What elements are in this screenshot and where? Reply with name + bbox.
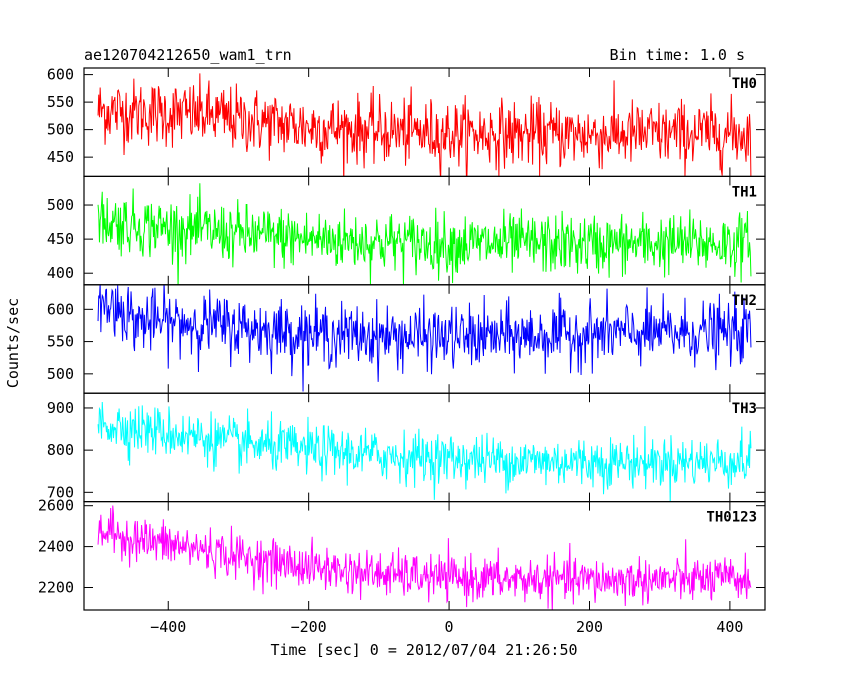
x-tick-label: −400 [150, 618, 186, 636]
x-tick-label: −200 [291, 618, 327, 636]
series-line-th1 [97, 183, 752, 285]
panel-label: TH3 [732, 401, 757, 417]
panel-th0: 450 500 550 600 TH0 [47, 66, 766, 178]
y-tick-label: 550 [47, 333, 74, 351]
series-line-th0123 [97, 505, 752, 611]
series-line-th0 [97, 73, 752, 177]
y-axis-label: Counts/sec [4, 298, 22, 388]
y-tick-label: 700 [47, 483, 74, 501]
series-line-th3 [97, 401, 752, 502]
y-tick-label: 500 [47, 365, 74, 383]
y-tick-label: 500 [47, 121, 74, 139]
y-tick-label: 800 [47, 441, 74, 459]
panel-frame [83, 501, 766, 611]
chart-title: ae120704212650_wam1_trn [84, 46, 292, 64]
y-tick-label: 600 [47, 300, 74, 318]
panel-label: TH2 [732, 293, 757, 309]
panel-label: TH0123 [706, 510, 757, 526]
panel-label: TH0 [732, 76, 757, 92]
y-tick-label: 2200 [38, 579, 74, 597]
y-tick-label: 500 [47, 196, 74, 214]
x-tick-label: 200 [576, 618, 603, 636]
y-tick-label: 600 [47, 66, 74, 84]
panel-frame [83, 392, 766, 503]
y-tick-label: 2400 [38, 538, 74, 556]
panel-th3: 700 800 900 TH3 [47, 392, 766, 503]
panel-th0123: 2200 2400 2600 TH0123 [38, 497, 766, 611]
y-tick-label: 900 [47, 399, 74, 417]
y-tick-label: 400 [47, 264, 74, 282]
series-line-th2 [97, 284, 752, 392]
x-tick-label: 400 [716, 618, 743, 636]
y-tick-label: 2600 [38, 497, 74, 515]
panel-label: TH1 [732, 184, 757, 200]
bin-time-label: Bin time: 1.0 s [610, 46, 745, 64]
x-axis-label: Time [sec] 0 = 2012/07/04 21:26:50 [270, 641, 577, 659]
y-tick-label: 450 [47, 148, 74, 166]
panel-th2: 500 550 600 TH2 [47, 284, 766, 394]
y-tick-label: 550 [47, 93, 74, 111]
x-tick-label: 0 [445, 618, 454, 636]
panel-th1: 400 450 500 TH1 [47, 175, 766, 286]
y-tick-label: 450 [47, 230, 74, 248]
panels-group: 450 500 550 600 TH0 400 450 500 TH1 500 550 600 TH2 7… [38, 66, 766, 636]
